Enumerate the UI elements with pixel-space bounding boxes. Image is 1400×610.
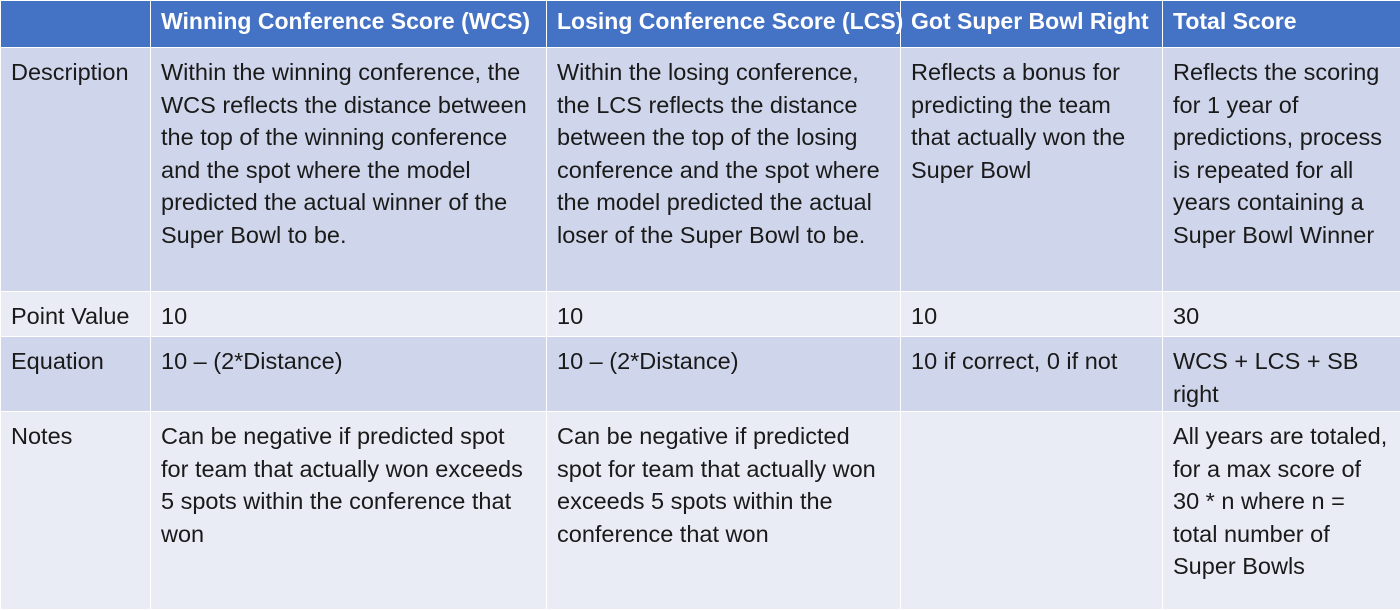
cell-lcs: Within the losing conference, the LCS re… [547,48,901,292]
header-row: Winning Conference Score (WCS) Losing Co… [1,1,1400,48]
table-row-equation: Equation 10 – (2*Distance) 10 – (2*Dista… [1,337,1400,412]
cell-lcs: 10 [547,292,901,337]
table-header: Winning Conference Score (WCS) Losing Co… [1,1,1400,48]
header-wcs: Winning Conference Score (WCS) [151,1,547,48]
cell-wcs: Within the winning conference, the WCS r… [151,48,547,292]
cell-super-bowl-right: 10 if correct, 0 if not [901,337,1163,412]
cell-wcs: 10 [151,292,547,337]
cell-wcs: Can be negative if predicted spot for te… [151,412,547,610]
cell-total-score: WCS + LCS + SB right [1163,337,1400,412]
table-row-notes: Notes Can be negative if predicted spot … [1,412,1400,610]
row-label: Equation [1,337,151,412]
row-label: Point Value [1,292,151,337]
table-row-description: Description Within the winning conferenc… [1,48,1400,292]
table-body: Description Within the winning conferenc… [1,48,1400,610]
cell-total-score: 30 [1163,292,1400,337]
cell-super-bowl-right [901,412,1163,610]
cell-lcs: Can be negative if predicted spot for te… [547,412,901,610]
cell-total-score: All years are totaled, for a max score o… [1163,412,1400,610]
header-total-score: Total Score [1163,1,1400,48]
cell-total-score: Reflects the scoring for 1 year of predi… [1163,48,1400,292]
cell-lcs: 10 – (2*Distance) [547,337,901,412]
header-corner [1,1,151,48]
header-lcs: Losing Conference Score (LCS) [547,1,901,48]
row-label: Description [1,48,151,292]
table-row-point-value: Point Value 10 10 10 30 [1,292,1400,337]
cell-super-bowl-right: Reflects a bonus for predicting the team… [901,48,1163,292]
cell-wcs: 10 – (2*Distance) [151,337,547,412]
cell-super-bowl-right: 10 [901,292,1163,337]
row-label: Notes [1,412,151,610]
header-super-bowl-right: Got Super Bowl Right [901,1,1163,48]
